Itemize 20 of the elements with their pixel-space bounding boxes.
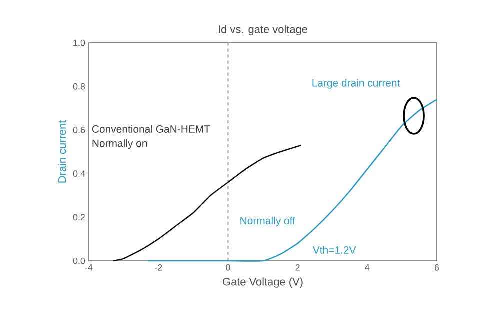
y-tick-label: 1.0 xyxy=(74,40,86,46)
x-axis-title: Gate Voltage (V) xyxy=(223,278,303,288)
annotation: Vth=1.2V xyxy=(312,246,356,254)
x-tick-label: 2 xyxy=(296,264,300,271)
x-tick-label: 4 xyxy=(365,264,370,271)
y-tick-label: 0.0 xyxy=(73,258,86,264)
chart-title: Id vs. gate voltage xyxy=(219,25,308,36)
y-tick-label: 0.6 xyxy=(73,127,86,134)
x-tick-label: 0 xyxy=(226,264,230,271)
x-tick-label: -2 xyxy=(155,264,162,271)
x-tick-label: 6 xyxy=(434,264,440,271)
y-tick-label: 0.4 xyxy=(73,170,86,177)
annotation: Normally off xyxy=(240,216,296,227)
annotation: Normally on xyxy=(92,139,148,150)
y-tick-label: 0.2 xyxy=(73,214,86,221)
y-axis-title: Drain current xyxy=(58,120,66,183)
y-tick-label: 0.8 xyxy=(73,83,86,90)
annotation: Conventional GaN-HEMT xyxy=(92,125,210,133)
annotation: Large drain current xyxy=(312,79,400,89)
x-tick-label: -4 xyxy=(85,264,93,271)
